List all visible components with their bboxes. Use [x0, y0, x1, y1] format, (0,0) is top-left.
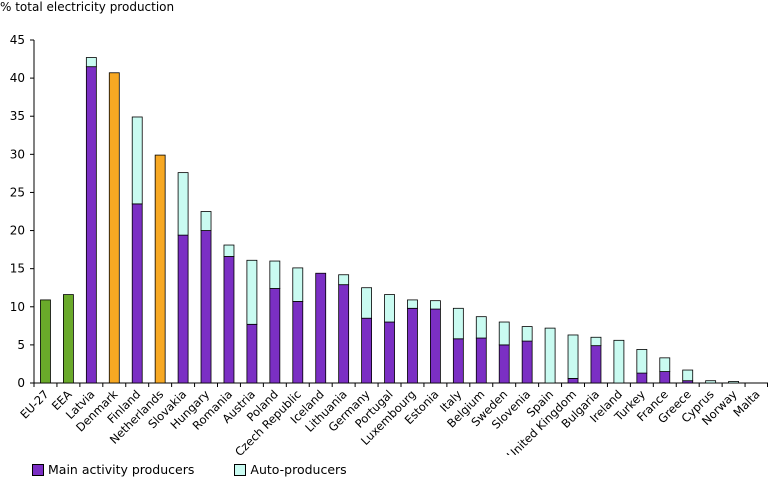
y-tick-label: 15: [10, 262, 25, 276]
legend-item-auto: Auto-producers: [234, 462, 347, 477]
bar-main-italy: [452, 338, 464, 384]
y-tick-label: 45: [10, 33, 25, 47]
bar-netherlands: [154, 154, 166, 384]
y-tick-label: 10: [10, 300, 25, 314]
y-tick-label: 35: [10, 109, 25, 123]
bars: [40, 57, 739, 384]
y-tick-label: 20: [10, 224, 25, 238]
bar-auto-belgium: [475, 316, 487, 339]
bar-auto-bulgaria: [590, 336, 602, 347]
y-axis-label: % total electricity production: [0, 0, 174, 14]
bar-main-sweden: [498, 344, 510, 384]
bar-denmark: [108, 72, 120, 384]
bar-auto-turkey: [636, 349, 648, 374]
legend-item-main: Main activity producers: [32, 462, 194, 477]
legend: Main activity producers Auto-producers: [32, 462, 387, 477]
bar-auto-latvia: [85, 57, 97, 68]
bar-auto-italy: [452, 307, 464, 340]
bar-main-iceland: [315, 272, 327, 384]
bar-auto-luxembourg: [407, 299, 418, 309]
bar-main-slovakia: [177, 234, 189, 384]
bar-auto-poland: [269, 260, 281, 289]
bar-main-portugal: [384, 321, 395, 384]
bar-auto-lithuania: [338, 274, 350, 286]
bar-auto-cyprus: [705, 380, 717, 384]
y-tick-label: 25: [10, 185, 25, 199]
bar-auto-austria: [246, 259, 258, 325]
bar-auto-sweden: [498, 321, 510, 346]
chart-svg: % total electricity production 0 5 10 15 20 2…: [0, 0, 768, 455]
bar-auto-portugal: [384, 294, 395, 323]
bar-main-lithuania: [338, 284, 350, 384]
legend-swatch-auto: [234, 463, 247, 476]
bar-auto-finland: [131, 116, 143, 205]
bar-main-austria: [246, 323, 258, 384]
y-tick-label: 0: [17, 376, 25, 390]
bar-main-finland: [131, 203, 143, 384]
bar-auto-germany: [361, 287, 372, 319]
bar-main-turkey: [636, 372, 648, 384]
bar-eu-27: [40, 299, 51, 384]
legend-swatch-main: [32, 463, 44, 476]
y-tick-label: 40: [10, 71, 25, 85]
x-tick-label: EU-27: [17, 387, 51, 421]
bar-auto-ireland: [613, 339, 625, 384]
bar-main-romania: [223, 256, 235, 384]
bar-auto-hungary: [200, 211, 212, 231]
legend-label-main: Main activity producers: [48, 462, 195, 477]
bar-main-estonia: [430, 308, 441, 384]
bar-auto-united-kingdom: [567, 334, 579, 379]
legend-label-auto: Auto-producers: [250, 462, 347, 477]
bar-main-czech-republic: [292, 301, 304, 384]
y-tick-label: 5: [17, 338, 25, 352]
bar-auto-greece: [682, 369, 694, 382]
bar-main-germany: [361, 317, 372, 384]
bar-auto-slovakia: [177, 172, 189, 236]
bar-eea: [63, 294, 74, 384]
bar-main-france: [659, 371, 671, 384]
bar-auto-estonia: [430, 300, 441, 310]
bar-main-luxembourg: [407, 307, 418, 384]
bar-main-slovenia: [521, 340, 533, 384]
y-tick-label: 30: [10, 147, 25, 161]
bar-auto-romania: [223, 244, 235, 257]
bar-main-belgium: [475, 337, 487, 384]
bar-auto-czech-republic: [292, 267, 304, 302]
bar-auto-spain: [544, 327, 556, 384]
bar-main-bulgaria: [590, 345, 602, 384]
bar-main-poland: [269, 288, 281, 384]
x-tick-label: Malta: [730, 387, 762, 419]
bar-main-hungary: [200, 230, 212, 384]
bar-auto-slovenia: [521, 326, 533, 342]
bar-main-latvia: [85, 66, 97, 384]
bar-main-united-kingdom: [567, 378, 579, 384]
bar-auto-norway: [728, 381, 739, 384]
bar-auto-france: [659, 357, 671, 372]
labels: 051015202530354045EU-27EEALatviaDenmarkF…: [10, 33, 763, 455]
